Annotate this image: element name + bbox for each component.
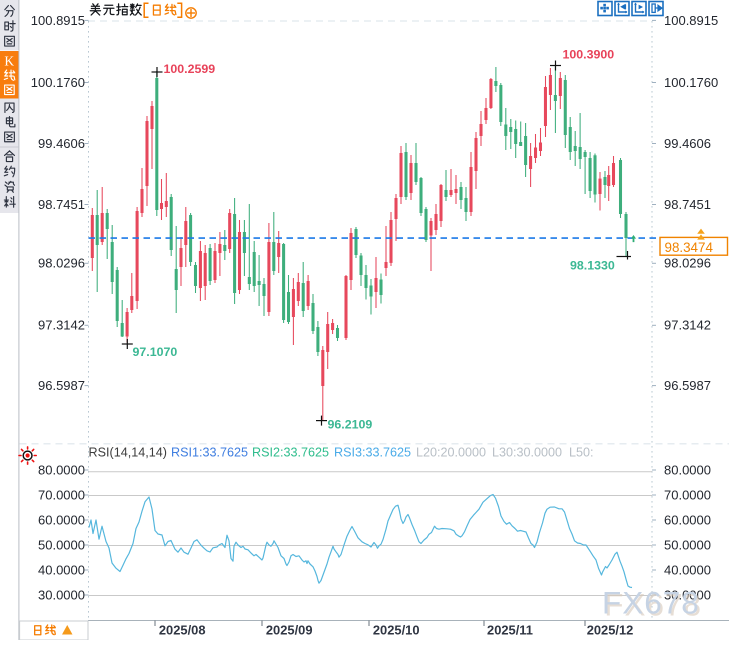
svg-text:100.8915: 100.8915 (664, 13, 718, 28)
svg-text:40.0000: 40.0000 (664, 562, 711, 577)
svg-text:RSI1:33.7625: RSI1:33.7625 (171, 445, 248, 459)
svg-text:30.0000: 30.0000 (664, 587, 711, 602)
svg-text:97.3142: 97.3142 (38, 318, 85, 333)
svg-text:2025/10: 2025/10 (373, 623, 420, 638)
svg-text:99.4606: 99.4606 (38, 136, 85, 151)
svg-text:96.5987: 96.5987 (664, 378, 711, 393)
svg-text:100.1760: 100.1760 (664, 75, 718, 90)
svg-text:99.4606: 99.4606 (664, 136, 711, 151)
svg-text:97.1070: 97.1070 (133, 345, 178, 359)
svg-text:96.5987: 96.5987 (38, 378, 85, 393)
svg-text:96.2109: 96.2109 (328, 418, 373, 432)
svg-text:98.0296: 98.0296 (664, 256, 711, 271)
svg-text:60.0000: 60.0000 (38, 512, 85, 527)
svg-text:98.1330: 98.1330 (570, 259, 615, 273)
svg-text:30.0000: 30.0000 (38, 587, 85, 602)
svg-text:L20:20.0000: L20:20.0000 (416, 445, 486, 459)
svg-text:RSI2:33.7625: RSI2:33.7625 (252, 445, 329, 459)
svg-text:2025/09: 2025/09 (266, 623, 313, 638)
svg-text:RSI(14,14,14): RSI(14,14,14) (89, 445, 167, 459)
svg-text:70.0000: 70.0000 (38, 487, 85, 502)
svg-text:98.7451: 98.7451 (38, 197, 85, 212)
svg-text:100.8915: 100.8915 (31, 13, 85, 28)
svg-text:50.0000: 50.0000 (664, 537, 711, 552)
svg-text:98.3474: 98.3474 (665, 240, 714, 255)
svg-text:80.0000: 80.0000 (664, 462, 711, 477)
svg-text:70.0000: 70.0000 (664, 487, 711, 502)
svg-text:RSI3:33.7625: RSI3:33.7625 (334, 445, 411, 459)
svg-text:98.7451: 98.7451 (664, 197, 711, 212)
svg-text:2025/11: 2025/11 (487, 623, 533, 638)
svg-text:FX678: FX678 (602, 585, 700, 621)
svg-text:2025/08: 2025/08 (159, 623, 206, 638)
svg-text:100.1760: 100.1760 (31, 75, 85, 90)
svg-text:100.2599: 100.2599 (164, 62, 216, 76)
svg-text:L30:30.0000: L30:30.0000 (492, 445, 562, 459)
svg-text:40.0000: 40.0000 (38, 562, 85, 577)
svg-text:L50:: L50: (569, 445, 594, 459)
svg-text:FX678: FX678 (604, 587, 702, 623)
svg-text:97.3142: 97.3142 (664, 318, 711, 333)
svg-text:K: K (4, 54, 14, 69)
svg-text:50.0000: 50.0000 (38, 537, 85, 552)
svg-text:2025/12: 2025/12 (587, 623, 634, 638)
svg-text:100.3900: 100.3900 (563, 48, 615, 62)
svg-text:80.0000: 80.0000 (38, 462, 85, 477)
svg-text:98.0296: 98.0296 (38, 256, 85, 271)
svg-text:60.0000: 60.0000 (664, 512, 711, 527)
